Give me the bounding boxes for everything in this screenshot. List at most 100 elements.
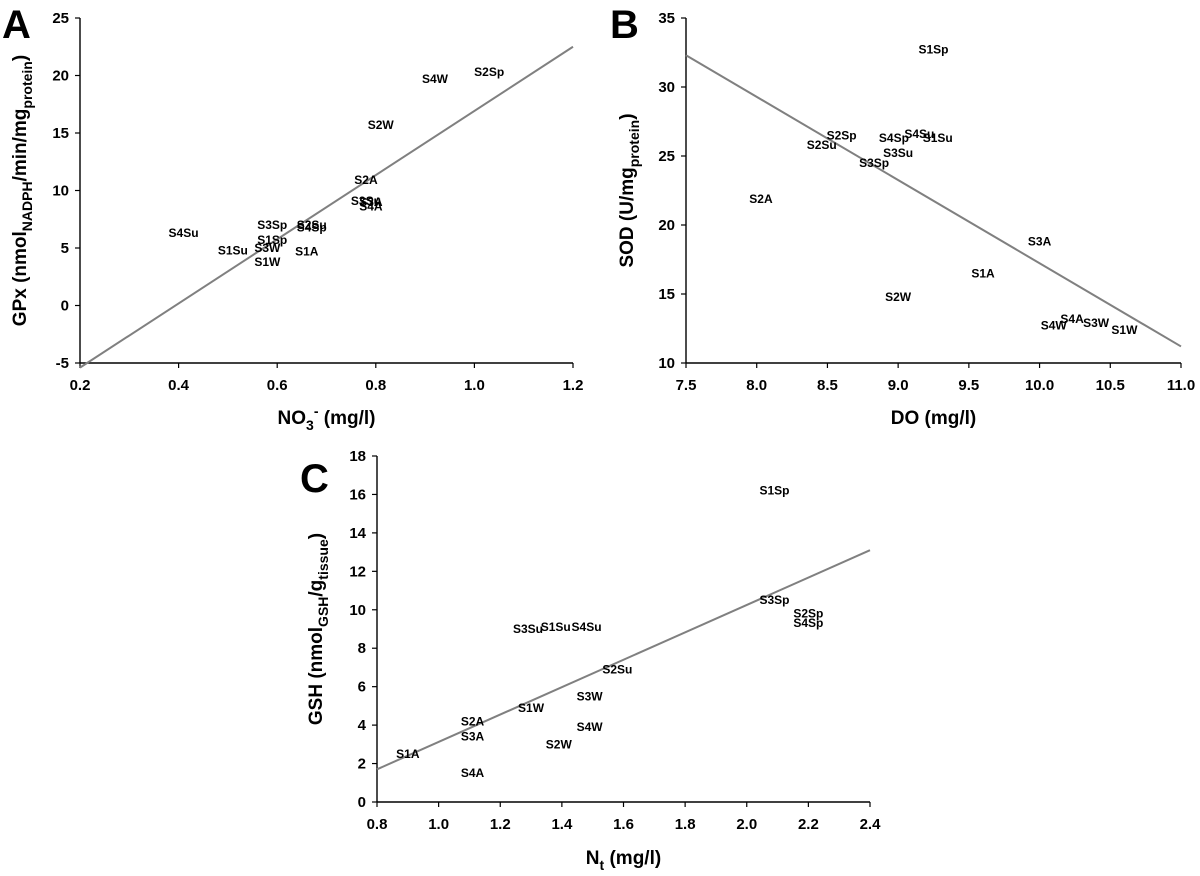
point-label-s2su: S2Su — [807, 138, 837, 152]
x-tick-label: 11.0 — [1167, 377, 1195, 394]
point-label-s4sp: S4Sp — [793, 616, 823, 630]
y-tick-label: 18 — [349, 448, 366, 465]
y-axis-title-part: GSH — [315, 597, 331, 627]
x-tick-label: 0.8 — [365, 377, 386, 394]
y-tick-label: 10 — [349, 602, 366, 619]
x-tick-label: 2.0 — [736, 816, 757, 833]
point-label-s3sp: S3Sp — [759, 593, 789, 607]
y-tick-label: 4 — [358, 717, 367, 734]
x-tick-label: 8.0 — [746, 377, 767, 394]
y-tick-label: 12 — [349, 563, 366, 580]
point-label-s2a: S2A — [354, 173, 378, 187]
x-axis-title-main: N — [586, 848, 600, 869]
y-axis-title-part: GPx (nmol — [10, 231, 31, 326]
x-tick-label: 0.2 — [70, 377, 91, 394]
point-label-s3su: S3Su — [513, 622, 543, 636]
y-tick-label: 0 — [61, 298, 69, 315]
point-label-s2sp: S2Sp — [474, 65, 504, 79]
panel-letter-c: C — [300, 457, 329, 501]
point-label-s1w: S1W — [1111, 323, 1138, 337]
point-label-s3w: S3W — [254, 241, 281, 255]
x-tick-label: 0.4 — [168, 377, 190, 394]
point-label-s1su: S1Su — [923, 131, 953, 145]
x-axis-title-suffix: (mg/l) — [318, 408, 375, 429]
point-label-s2su: S2Su — [602, 662, 632, 676]
point-label-s3a: S3A — [1028, 235, 1052, 249]
x-axis-title-suffix: (mg/l) — [604, 848, 661, 869]
point-label-s2sp: S2Sp — [793, 607, 823, 621]
x-tick-label: 1.0 — [428, 816, 449, 833]
x-axis-title: NO3- (mg/l) — [278, 403, 376, 433]
y-axis-title-part: /g — [306, 580, 327, 597]
point-label-s2a: S2A — [461, 714, 485, 728]
panel-letter-a: A — [2, 3, 31, 47]
point-label-s2w: S2W — [885, 290, 912, 304]
x-tick-label: 2.2 — [798, 816, 819, 833]
x-tick-label: 1.2 — [490, 816, 511, 833]
x-axis-title-main: NO — [278, 408, 307, 429]
y-axis-title-part: NADPH — [19, 181, 35, 231]
y-axis-title-part: ) — [10, 55, 31, 61]
x-tick-label: 8.5 — [817, 377, 838, 394]
y-axis-title-part: tissue — [315, 539, 331, 580]
y-axis-title: GPx (nmolNADPH/min/mgprotein) — [10, 55, 35, 326]
point-label-s1a: S1A — [396, 747, 420, 761]
y-axis-title: GSH (nmolGSH/gtissue) — [306, 533, 331, 725]
x-axis-title: DO (mg/l) — [891, 408, 977, 429]
x-tick-label: 9.0 — [888, 377, 909, 394]
point-label-s3w: S3W — [1083, 316, 1110, 330]
point-label-s3su: S3Su — [351, 194, 381, 208]
point-label-s4w: S4W — [577, 720, 604, 734]
y-axis-title-part: /min/mg — [10, 109, 31, 182]
x-tick-label: 2.4 — [860, 816, 882, 833]
x-tick-label: 7.5 — [676, 377, 697, 394]
point-label-s1sp: S1Sp — [759, 484, 789, 498]
point-label-s4su: S4Su — [572, 620, 602, 634]
y-tick-label: 15 — [658, 286, 675, 303]
y-axis-title-part: GSH (nmol — [306, 627, 327, 725]
point-label-s4a: S4A — [359, 200, 383, 214]
panel-a: A 0.2 0.4 0.6 0.8 1.0 1.2 -5 0 5 10 15 20 25 S4W S2Sp S2… — [2, 3, 583, 433]
point-label-s4sp: S4Sp — [879, 131, 909, 145]
point-label-s4su: S4Su — [169, 226, 199, 240]
point-label-s4a: S4A — [461, 766, 485, 780]
y-axis-title-part: protein — [19, 61, 35, 108]
point-label-s4su: S4Su — [904, 127, 934, 141]
point-label-s2a: S2A — [749, 192, 773, 206]
x-tick-label: 9.5 — [958, 377, 979, 394]
point-label-s1sp: S1Sp — [918, 43, 948, 57]
point-label-s2su: S2Su — [297, 218, 327, 232]
x-axis-title: Nt (mg/l) — [586, 848, 661, 873]
x-axis-title-sub: t — [600, 857, 605, 873]
y-tick-label: 10 — [52, 183, 69, 200]
y-tick-label: 14 — [349, 525, 366, 542]
regression-line — [376, 549, 871, 771]
y-tick-label: 20 — [658, 217, 675, 234]
y-tick-label: 25 — [658, 148, 675, 165]
x-axis-title-main: DO (mg/l) — [891, 408, 977, 429]
y-tick-label: 2 — [358, 756, 366, 773]
regression-line — [79, 45, 574, 369]
y-axis-title-part: protein — [626, 120, 642, 167]
y-tick-label: 8 — [358, 640, 366, 657]
y-axis-title-part: ) — [617, 113, 638, 119]
point-label-s3su: S3Su — [883, 146, 913, 160]
point-label-s4w: S4W — [422, 72, 449, 86]
x-tick-label: 0.6 — [267, 377, 288, 394]
point-label-s1w: S1W — [518, 701, 545, 715]
point-label-s1w: S1W — [254, 255, 281, 269]
y-tick-label: 5 — [61, 240, 69, 257]
y-tick-label: 10 — [658, 355, 675, 372]
y-tick-label: -5 — [56, 355, 69, 372]
x-tick-label: 0.8 — [367, 816, 388, 833]
y-tick-label: 35 — [658, 10, 675, 27]
x-tick-label: 1.0 — [464, 377, 485, 394]
point-label-s1su: S1Su — [218, 243, 248, 257]
x-tick-label: 1.4 — [551, 816, 573, 833]
point-label-s3w: S3W — [577, 689, 604, 703]
point-label-s2w: S2W — [546, 737, 573, 751]
point-label-s3a: S3A — [359, 195, 383, 209]
point-label-s4a: S4A — [1060, 312, 1084, 326]
panel-letter-b: B — [610, 3, 639, 47]
